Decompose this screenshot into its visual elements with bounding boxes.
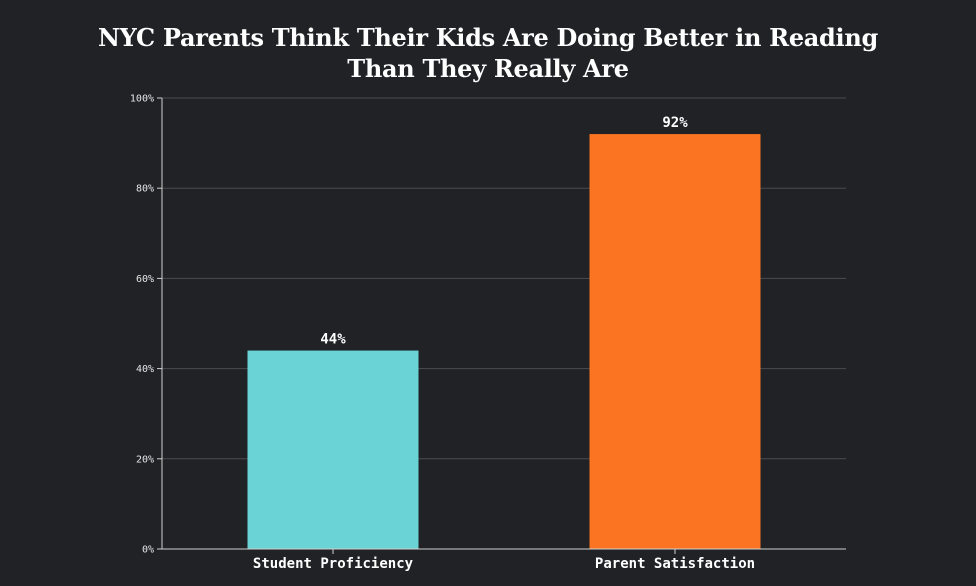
bar-parent-satisfaction: [589, 134, 761, 549]
chart-title-line-1: NYC Parents Think Their Kids Are Doing B…: [98, 23, 878, 52]
y-tick-label-40: 40%: [136, 364, 154, 375]
bar-student-proficiency: [247, 350, 419, 549]
y-tick-label-20: 20%: [136, 454, 154, 465]
y-tick-label-100: 100%: [130, 94, 154, 105]
x-tick-label-1: Parent Satisfaction: [595, 556, 755, 572]
chart-title: NYC Parents Think Their Kids Are Doing B…: [0, 22, 976, 84]
axes: [161, 98, 846, 554]
x-tick-label-0: Student Proficiency: [253, 556, 414, 572]
y-tick-label-80: 80%: [136, 184, 154, 195]
y-tick-label-60: 60%: [136, 274, 154, 285]
data-label-1: 92%: [662, 115, 688, 131]
labels: 44% Student Proficiency 92% Parent Satisfac…: [253, 115, 755, 572]
y-axis-ticks: 0% 20% 40% 60% 80% 100%: [130, 94, 162, 556]
y-tick-label-0: 0%: [142, 545, 154, 556]
chart-title-line-2: Than They Really Are: [347, 54, 629, 83]
bars: [247, 134, 761, 549]
data-label-0: 44%: [320, 332, 346, 348]
